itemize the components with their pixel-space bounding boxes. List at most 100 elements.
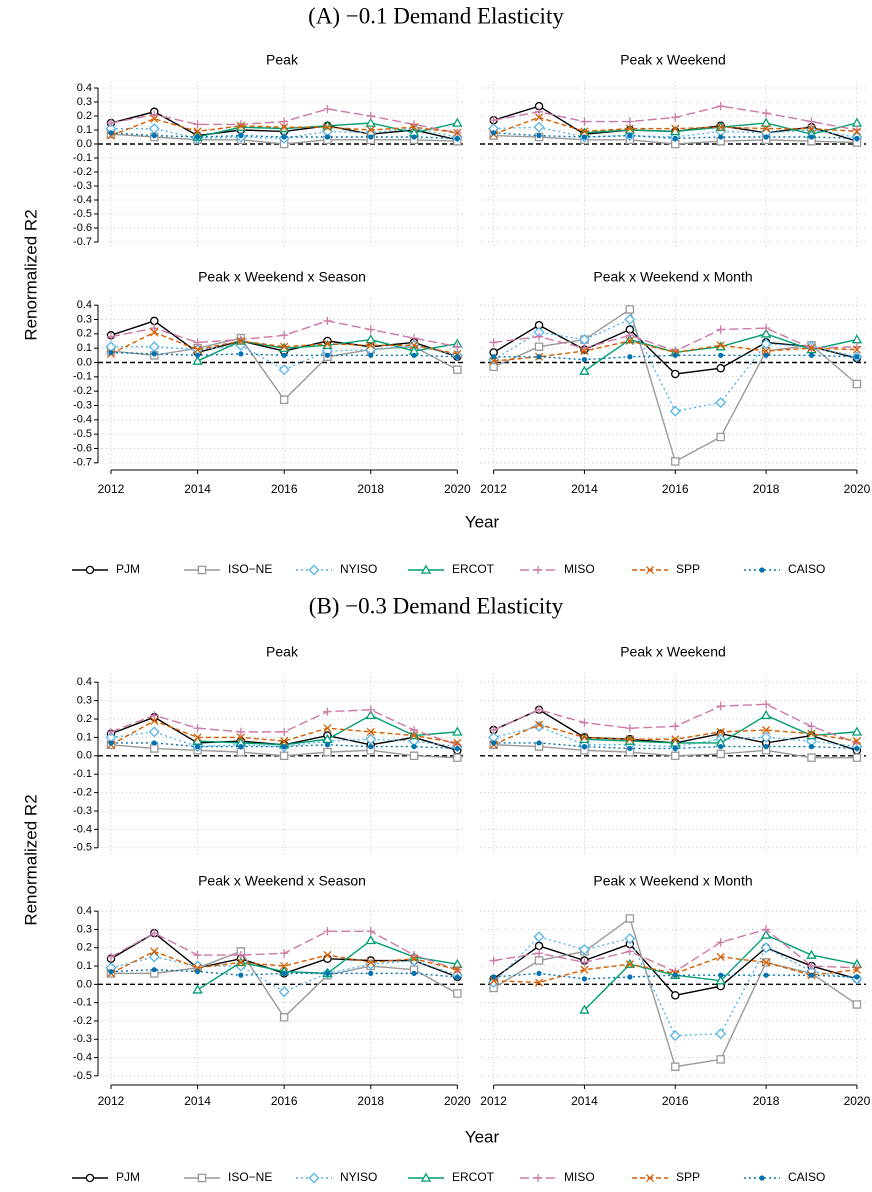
marker [409,334,419,343]
y-tick-label: -0.3 [73,399,92,411]
marker [193,950,202,960]
legend-label: NYISO [340,562,377,576]
y-tick-label: -0.4 [73,414,92,426]
marker [854,745,860,752]
marker [627,354,633,360]
section-title: (B) −0.3 Demand Elasticity [309,593,564,618]
marker [323,724,332,733]
marker [762,958,771,967]
series-line [493,318,858,413]
y-tick-label: 0.0 [77,978,92,990]
marker [534,956,544,965]
marker [807,124,816,133]
marker [625,960,634,969]
marker [278,986,290,998]
marker [715,1028,727,1040]
legend-marker [759,1175,765,1181]
marker [536,133,542,139]
panel-title: Peak [266,644,299,660]
marker [534,949,544,958]
y-tick-label: 0.0 [77,750,92,762]
panel-title: Peak x Weekend x Month [593,269,752,285]
legend-marker [85,565,95,575]
marker [854,135,860,141]
y-tick-label: -0.5 [73,428,92,440]
marker [106,332,116,341]
marker [718,744,724,750]
marker [580,346,589,356]
marker [366,727,375,736]
marker [409,751,419,761]
marker [150,324,159,333]
marker [580,117,589,126]
marker [718,972,724,978]
marker [150,716,159,725]
marker [579,1004,590,1014]
marker [625,914,635,923]
marker [625,336,634,346]
marker [108,968,114,975]
marker [409,725,419,735]
marker [491,354,497,360]
y-tick-label: 0.4 [77,676,92,688]
marker [807,729,816,738]
y-tick-label: -0.5 [73,842,92,854]
marker [625,331,634,340]
marker [323,316,332,326]
marker [715,397,727,409]
marker [324,352,331,358]
marker [453,738,462,747]
marker [194,134,201,140]
marker [762,346,771,356]
y-tick-label: -0.2 [73,166,92,178]
y-tick-label: -0.1 [73,997,92,1009]
marker [150,316,159,326]
panel-title: Peak x Weekend x Month [593,873,752,889]
marker [716,749,725,759]
marker [236,958,245,967]
marker [808,744,815,750]
marker [194,352,201,358]
y-tick-label: -0.2 [73,787,92,799]
marker [281,134,287,140]
marker [580,958,589,967]
marker [453,128,462,137]
marker [366,325,375,334]
marker [580,127,589,136]
marker [411,134,417,140]
marker [238,744,244,750]
marker [491,740,497,746]
y-tick-label: 0.3 [77,923,92,935]
marker [365,117,376,127]
marker [807,753,816,762]
marker [580,965,589,974]
marker [192,355,203,365]
marker [280,342,289,351]
marker [808,972,815,978]
marker [150,114,159,123]
marker [366,341,375,350]
marker [716,727,725,736]
marker [366,705,375,714]
y-tick-label: -0.2 [73,385,92,397]
marker [534,332,544,341]
marker [534,342,544,351]
marker [108,349,114,356]
x-tick-label: 2020 [844,482,871,496]
marker [238,133,244,139]
marker [365,334,376,344]
marker [807,722,816,731]
y-tick-label: 0.2 [77,110,92,122]
y-tick-label: -0.1 [73,768,92,780]
marker [852,345,861,354]
y-tick-label: 0.1 [77,960,92,972]
marker [672,745,678,752]
marker [761,925,771,934]
marker [368,352,374,358]
marker [763,744,769,750]
y-tick-label: 0.3 [77,96,92,108]
marker [454,974,460,980]
marker [534,113,544,122]
marker [761,324,771,333]
